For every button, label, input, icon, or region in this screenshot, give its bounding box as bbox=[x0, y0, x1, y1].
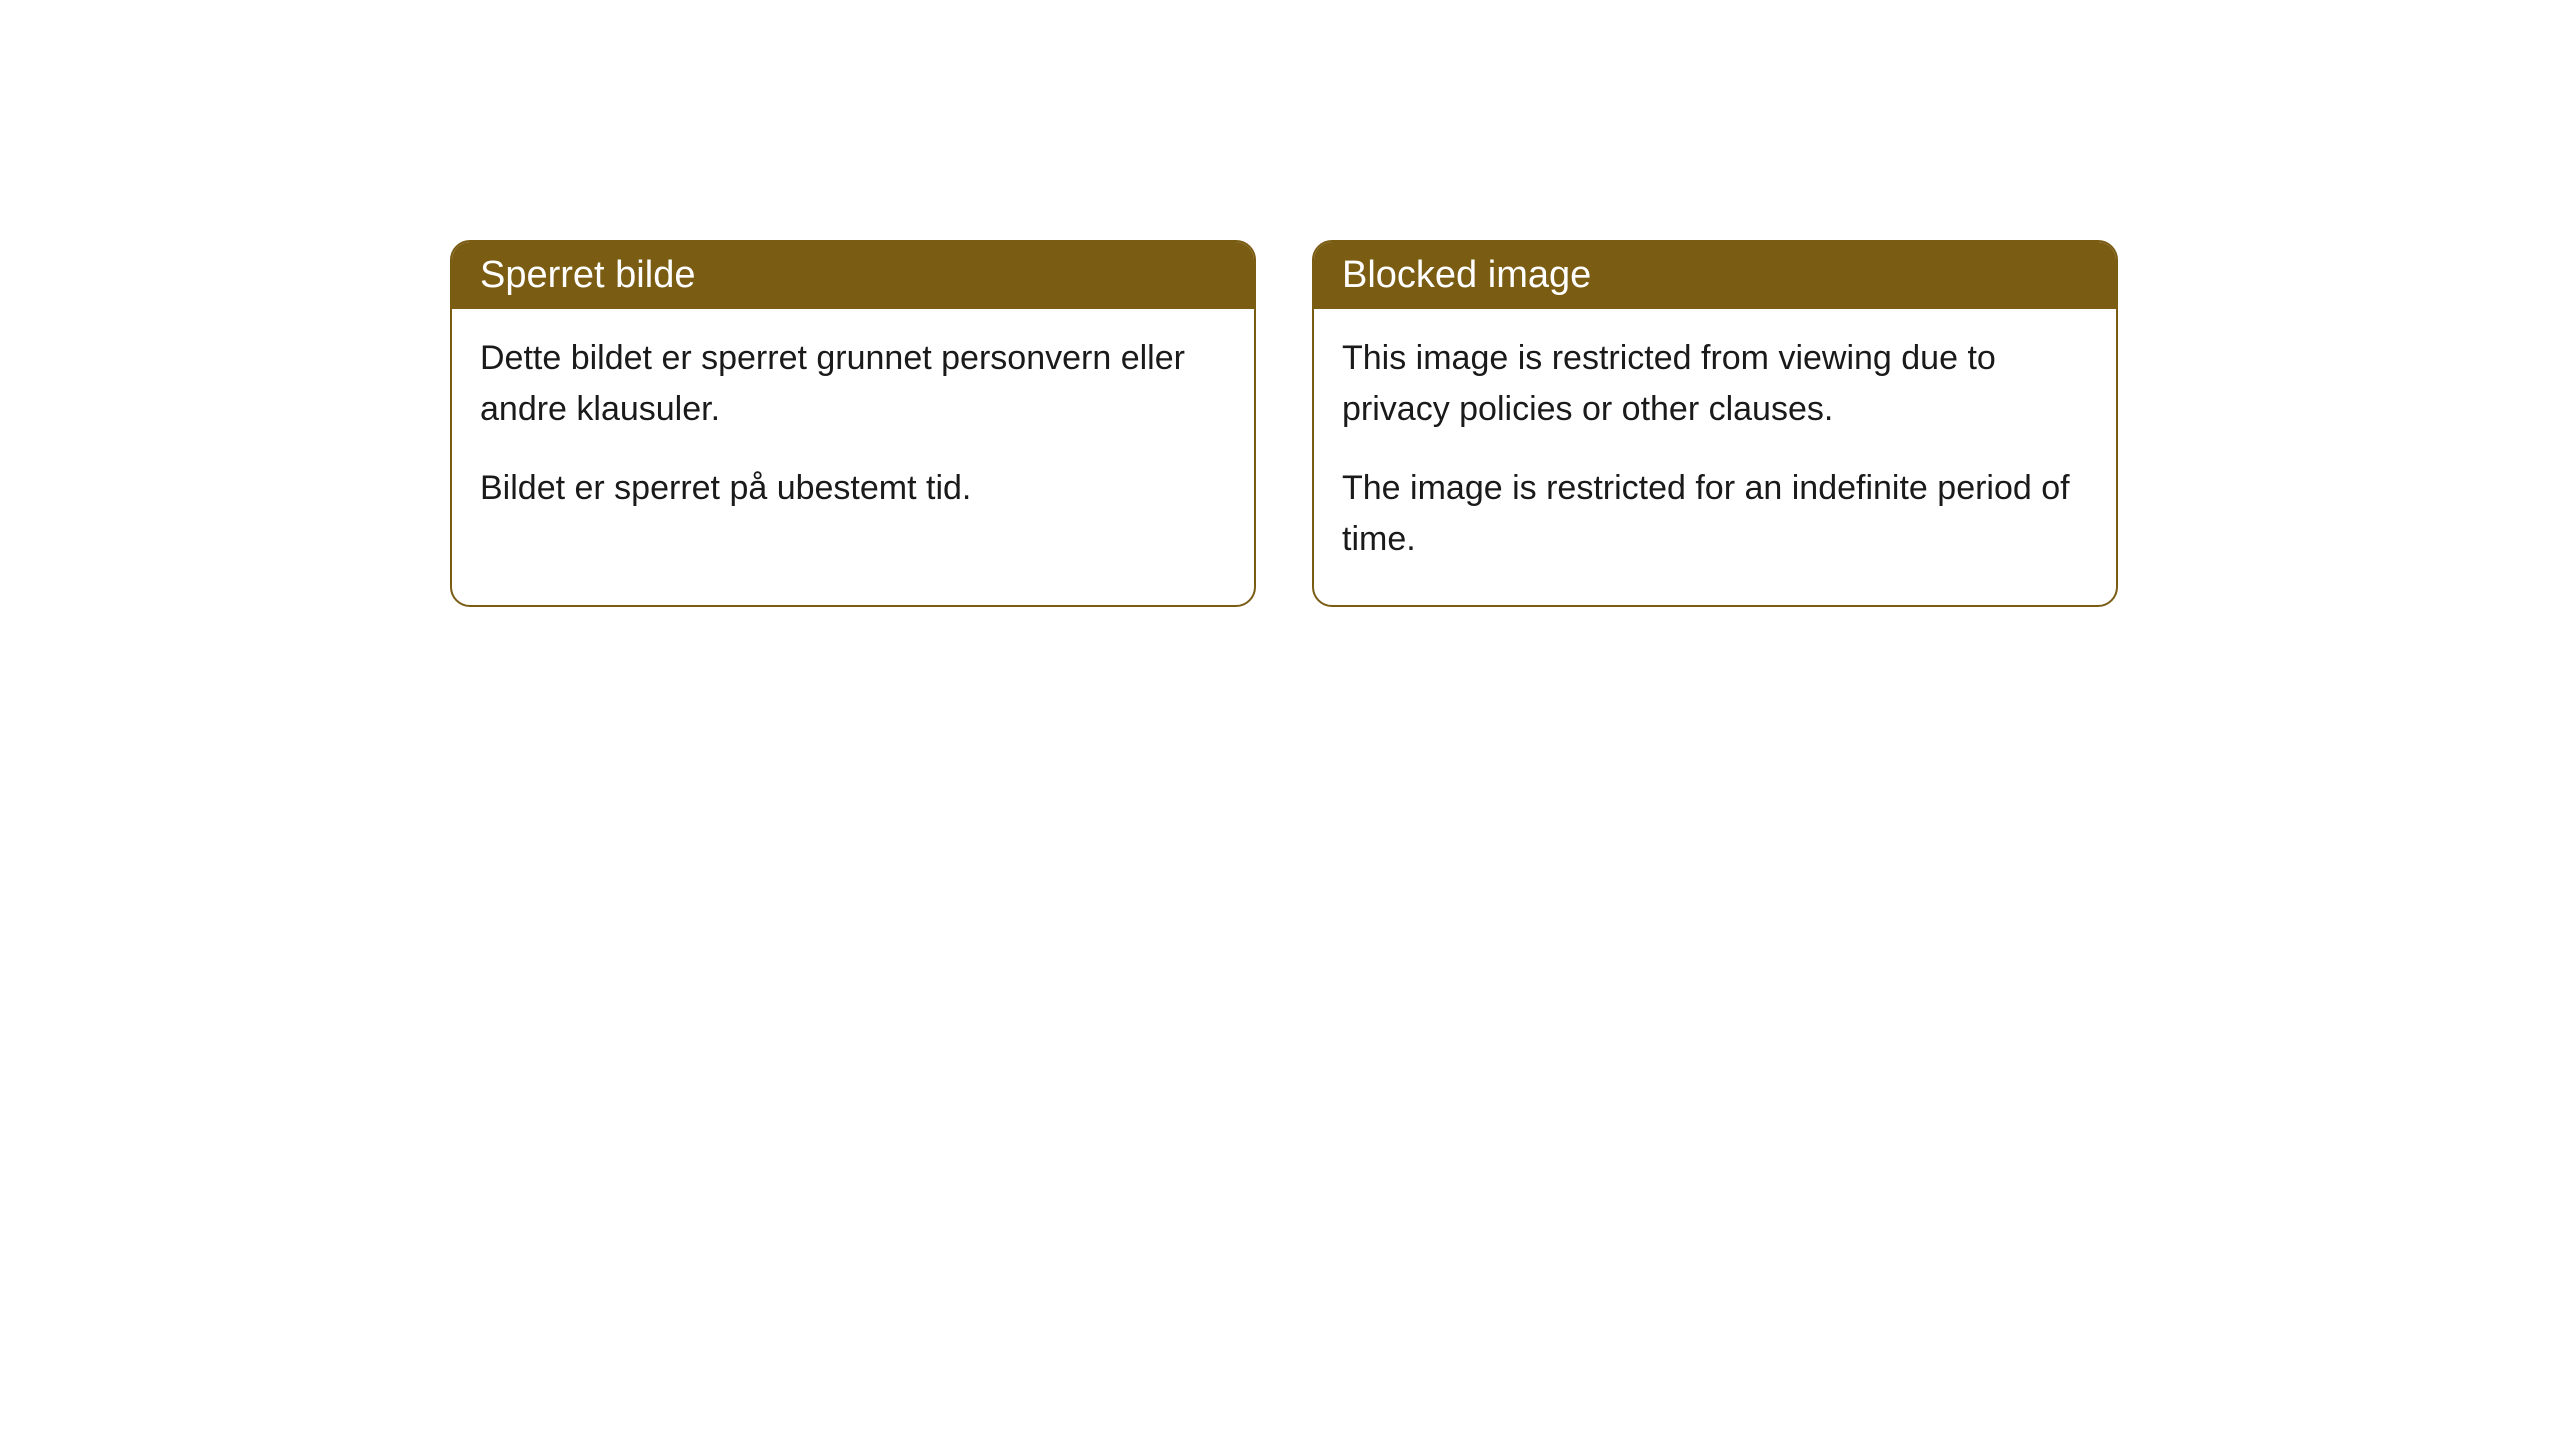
blocked-image-card-english: Blocked image This image is restricted f… bbox=[1312, 240, 2118, 607]
card-title: Blocked image bbox=[1342, 254, 1591, 296]
card-title: Sperret bilde bbox=[480, 254, 695, 296]
card-header: Sperret bilde bbox=[452, 242, 1254, 309]
card-body: Dette bildet er sperret grunnet personve… bbox=[452, 309, 1254, 554]
card-paragraph-2: Bildet er sperret på ubestemt tid. bbox=[480, 463, 1226, 514]
card-body: This image is restricted from viewing du… bbox=[1314, 309, 2116, 605]
blocked-image-card-norwegian: Sperret bilde Dette bildet er sperret gr… bbox=[450, 240, 1256, 607]
notice-cards-container: Sperret bilde Dette bildet er sperret gr… bbox=[450, 240, 2118, 607]
card-paragraph-1: Dette bildet er sperret grunnet personve… bbox=[480, 333, 1226, 435]
card-paragraph-1: This image is restricted from viewing du… bbox=[1342, 333, 2088, 435]
card-paragraph-2: The image is restricted for an indefinit… bbox=[1342, 463, 2088, 565]
card-header: Blocked image bbox=[1314, 242, 2116, 309]
